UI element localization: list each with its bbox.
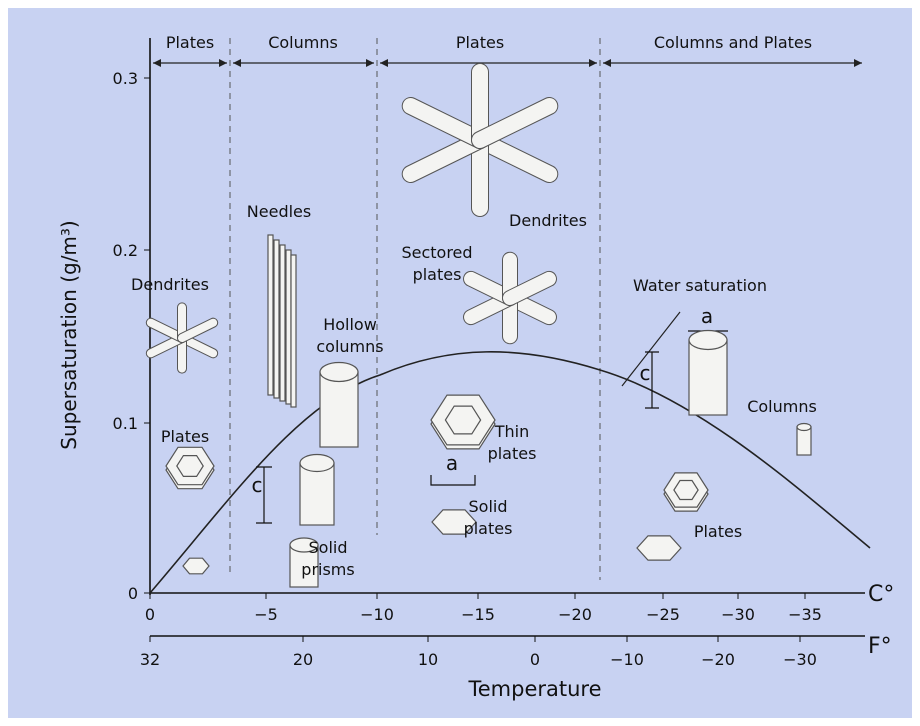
y-tick-label: 0 bbox=[128, 584, 138, 603]
crystal-label: columns bbox=[316, 337, 383, 356]
crystal-label: Plates bbox=[694, 522, 742, 541]
crystal bbox=[797, 427, 811, 455]
x-tick-label: 20 bbox=[293, 650, 313, 669]
crystal-label: plates bbox=[488, 444, 537, 463]
crystal-label: Dendrites bbox=[131, 275, 209, 294]
fahrenheit-unit: F° bbox=[868, 634, 892, 659]
y-tick-label: 0.1 bbox=[113, 414, 138, 433]
crystal bbox=[320, 363, 358, 382]
x-tick-label: 0 bbox=[145, 605, 155, 624]
x-tick-label: −30 bbox=[721, 605, 755, 624]
curve-label: Water saturation bbox=[633, 276, 767, 295]
crystal-label: Needles bbox=[247, 202, 311, 221]
x-tick-label: −35 bbox=[788, 605, 822, 624]
crystal bbox=[183, 558, 209, 574]
x-tick-label: −10 bbox=[360, 605, 394, 624]
crystal bbox=[280, 245, 285, 401]
crystal bbox=[291, 255, 296, 407]
region-label: Columns bbox=[268, 33, 338, 52]
y-axis-label: Supersaturation (g/m³) bbox=[57, 220, 81, 449]
y-tick-label: 0.3 bbox=[113, 69, 138, 88]
region-label: Columns and Plates bbox=[654, 33, 812, 52]
crystal-label: Columns bbox=[747, 397, 817, 416]
crystal bbox=[286, 250, 291, 404]
crystal-label: Solid bbox=[469, 497, 508, 516]
crystal bbox=[300, 463, 334, 525]
dimension-label: a bbox=[446, 451, 458, 475]
x-axis-label: Temperature bbox=[467, 677, 601, 701]
diagram: Plates Columns Plates Columns and Plates… bbox=[0, 0, 920, 726]
celsius-unit: C° bbox=[868, 582, 894, 607]
dimension-label: c bbox=[640, 361, 651, 385]
x-tick-label: −20 bbox=[701, 650, 735, 669]
x-tick-label: 10 bbox=[418, 650, 438, 669]
x-tick-label: −15 bbox=[461, 605, 495, 624]
crystal bbox=[177, 456, 203, 477]
crystal-label: plates bbox=[413, 265, 462, 284]
x-tick-label: −25 bbox=[646, 605, 680, 624]
x-tick-label: −5 bbox=[254, 605, 278, 624]
crystal bbox=[674, 481, 698, 500]
crystal bbox=[689, 340, 727, 415]
crystal bbox=[300, 455, 334, 472]
region-label: Plates bbox=[166, 33, 214, 52]
crystal-label: Solid bbox=[309, 538, 348, 557]
crystal-label: plates bbox=[464, 519, 513, 538]
crystal bbox=[797, 424, 811, 431]
crystal-label: Sectored bbox=[401, 243, 472, 262]
crystal-label: Thin bbox=[494, 422, 530, 441]
crystal bbox=[689, 331, 727, 350]
crystal-label: Dendrites bbox=[509, 211, 587, 230]
dimension-label: c bbox=[252, 473, 263, 497]
crystal bbox=[274, 240, 279, 398]
x-tick-label: −10 bbox=[610, 650, 644, 669]
x-tick-label: 0 bbox=[530, 650, 540, 669]
crystal bbox=[320, 372, 358, 447]
background bbox=[8, 8, 912, 718]
x-tick-label: −20 bbox=[558, 605, 592, 624]
crystal-label: Plates bbox=[161, 427, 209, 446]
x-tick-label: 32 bbox=[140, 650, 160, 669]
crystal-label: prisms bbox=[301, 560, 354, 579]
crystal bbox=[268, 235, 273, 395]
y-tick-label: 0.2 bbox=[113, 241, 138, 260]
region-label: Plates bbox=[456, 33, 504, 52]
crystal-label: Hollow bbox=[323, 315, 377, 334]
x-tick-label: −30 bbox=[783, 650, 817, 669]
dimension-label: a bbox=[701, 304, 713, 328]
